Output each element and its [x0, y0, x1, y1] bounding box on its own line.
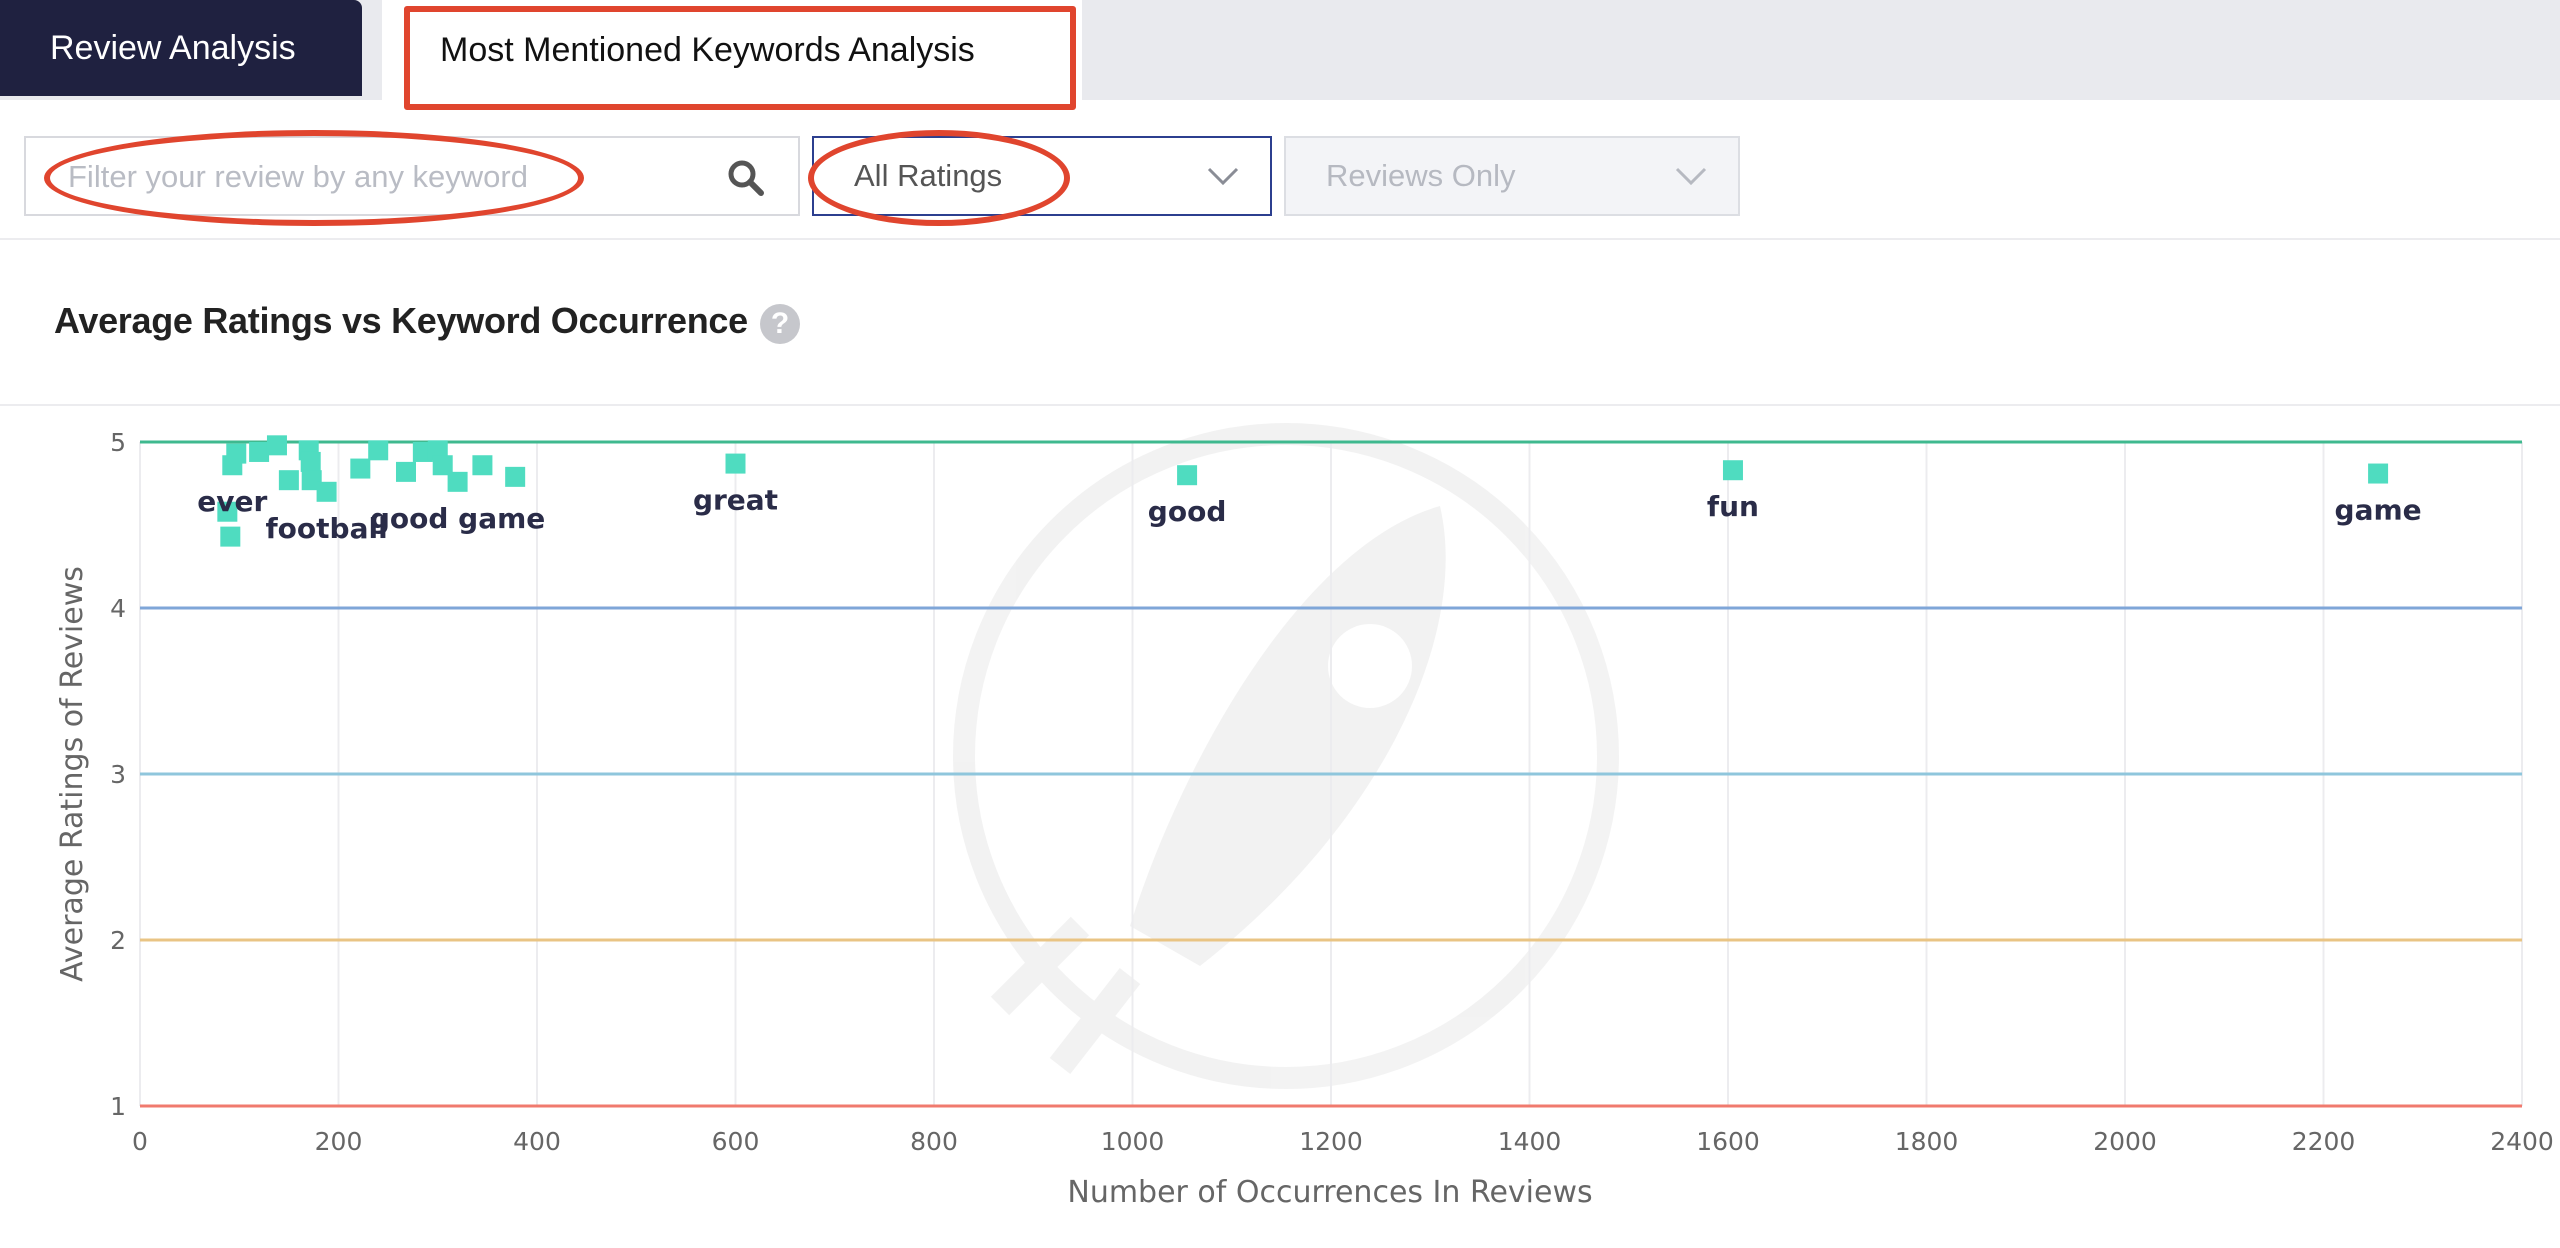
- rating-lines: [140, 440, 2522, 1108]
- data-point: [505, 466, 526, 487]
- chart-header: Average Ratings vs Keyword Occurrence ?: [0, 240, 2560, 406]
- point-label: good: [1148, 495, 1227, 528]
- data-point: [1177, 465, 1198, 486]
- data-point: [249, 441, 270, 462]
- review-type-select[interactable]: Reviews Only: [1284, 136, 1740, 216]
- y-tick-label: 1: [110, 1092, 126, 1121]
- data-point: [1722, 460, 1743, 481]
- data-point: [316, 481, 337, 502]
- filter-bar: All Ratings Reviews Only: [0, 100, 2560, 240]
- y-tick-label: 3: [110, 760, 126, 789]
- x-tick-label: 2400: [2490, 1127, 2554, 1156]
- review-type-select-value: Reviews Only: [1326, 158, 1516, 193]
- x-tick-label: 400: [513, 1127, 561, 1156]
- x-tick-labels: 0 200 400 600 800 1000 1200 1400 1600 1800 2000 220…: [132, 1127, 2554, 1156]
- scatter-chart: 1 2 3 4 5 0 200 400 600 800 1000 1200 1400 1600 1800 2…: [55, 423, 2554, 1210]
- y-tick-label: 4: [110, 594, 126, 623]
- x-tick-label: 600: [712, 1127, 760, 1156]
- data-point: [472, 455, 493, 476]
- data-point: [300, 451, 321, 472]
- point-label: ever: [197, 485, 267, 518]
- data-point: [395, 461, 416, 482]
- data-points: [217, 435, 2389, 547]
- search-input[interactable]: [66, 152, 690, 202]
- data-point: [266, 435, 287, 456]
- x-tick-label: 2000: [2093, 1127, 2157, 1156]
- ratings-select-value: All Ratings: [854, 158, 1003, 193]
- x-tick-label: 2200: [2292, 1127, 2356, 1156]
- x-tick-label: 1400: [1498, 1127, 1562, 1156]
- tab-bar: Review Analysis Most Mentioned Keywords …: [0, 0, 2560, 100]
- data-point: [725, 453, 746, 474]
- y-axis-title: Average Ratings of Reviews: [55, 566, 90, 982]
- chart-title: Average Ratings vs Keyword Occurrence: [54, 300, 748, 341]
- help-icon[interactable]: ?: [760, 304, 800, 344]
- y-tick-label: 5: [110, 428, 126, 457]
- point-label: football: [266, 512, 388, 545]
- help-icon-glyph: ?: [770, 307, 790, 340]
- data-point: [220, 526, 241, 547]
- x-tick-label: 0: [132, 1127, 148, 1156]
- x-tick-label: 1600: [1696, 1127, 1760, 1156]
- x-tick-label: 1000: [1101, 1127, 1165, 1156]
- search-icon[interactable]: [726, 158, 766, 198]
- y-tick-labels: 1 2 3 4 5: [110, 428, 126, 1121]
- chevron-down-icon: [1675, 167, 1707, 186]
- x-tick-label: 1800: [1895, 1127, 1959, 1156]
- data-point: [432, 455, 453, 476]
- x-tick-label: 800: [910, 1127, 958, 1156]
- x-tick-label: 1200: [1299, 1127, 1363, 1156]
- data-point: [217, 501, 238, 522]
- tab-keywords-analysis[interactable]: Most Mentioned Keywords Analysis: [382, 0, 1082, 100]
- data-point: [447, 471, 468, 492]
- data-point: [278, 470, 299, 491]
- point-label: great: [693, 484, 778, 517]
- chevron-down-icon: [1207, 167, 1239, 186]
- x-tick-label: 200: [315, 1127, 363, 1156]
- tab-review-analysis[interactable]: Review Analysis: [0, 0, 362, 96]
- ratings-select[interactable]: All Ratings: [812, 136, 1272, 216]
- y-tick-label: 2: [110, 926, 126, 955]
- x-axis-title: Number of Occurrences In Reviews: [1067, 1175, 1592, 1210]
- point-label: good game: [370, 502, 545, 535]
- tab-review-analysis-label: Review Analysis: [50, 28, 296, 67]
- tab-keywords-analysis-label: Most Mentioned Keywords Analysis: [440, 30, 975, 69]
- data-point: [2368, 463, 2389, 484]
- keyword-search: [24, 136, 800, 216]
- watermark-rocket-logo: [953, 423, 1619, 1089]
- data-point: [350, 458, 371, 479]
- data-point: [368, 440, 389, 461]
- point-label: fun: [1707, 490, 1759, 523]
- data-point: [226, 443, 247, 464]
- point-label: game: [2335, 494, 2422, 527]
